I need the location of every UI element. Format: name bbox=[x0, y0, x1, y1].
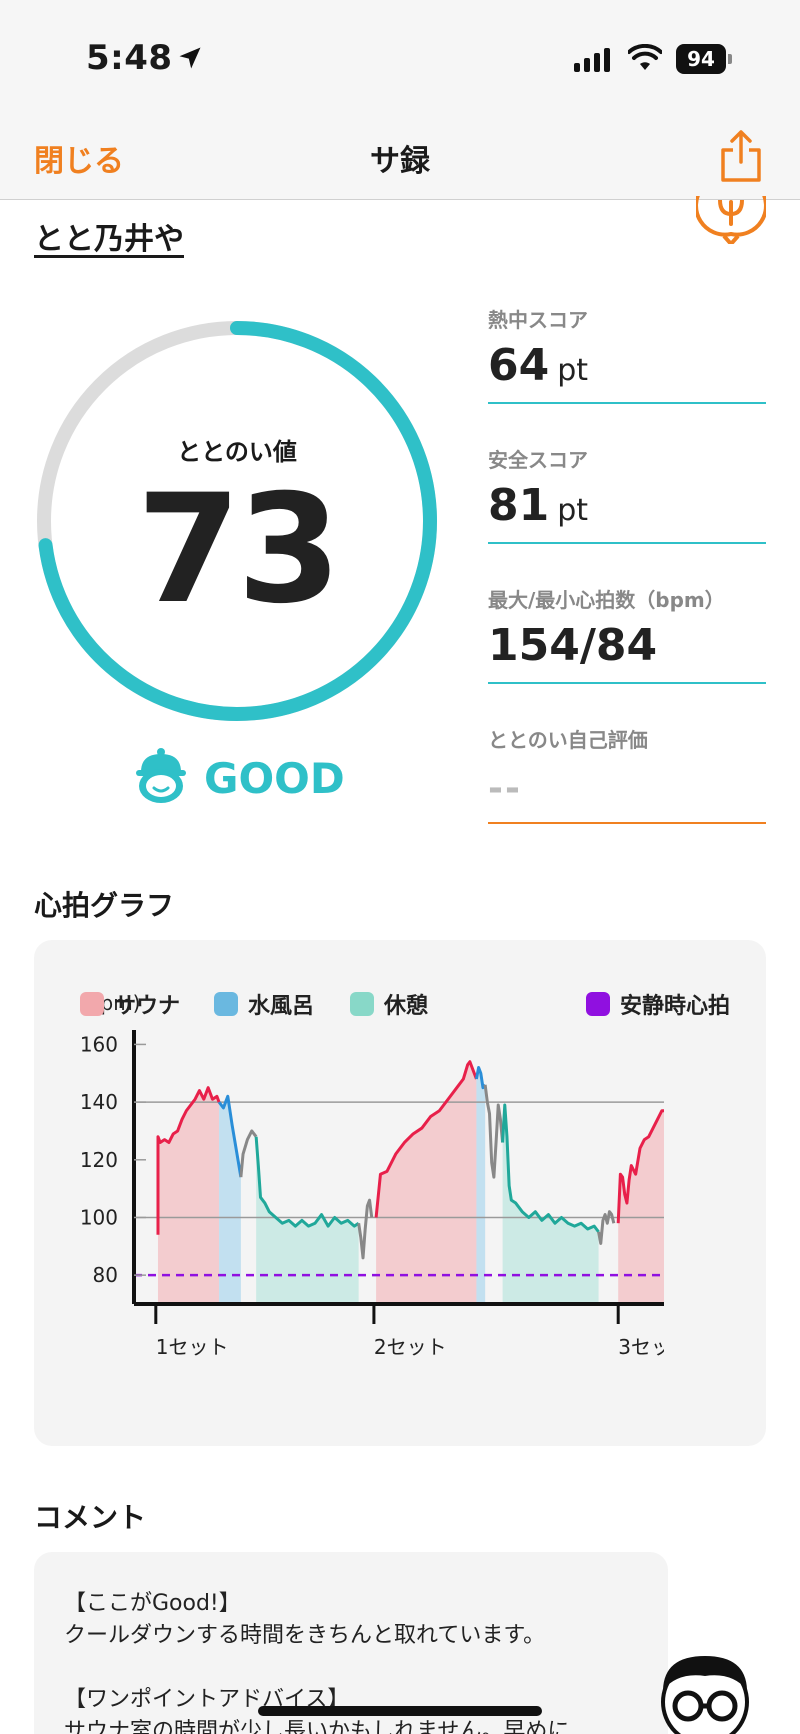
map-pin-icon[interactable] bbox=[696, 196, 766, 244]
self-evaluation[interactable]: ととのい自己評価 -- bbox=[488, 724, 766, 824]
water-area bbox=[219, 1096, 241, 1304]
rest-line bbox=[254, 1136, 360, 1228]
x-tick-label: 1セット bbox=[156, 1335, 229, 1359]
graph-section-title: 心拍グラフ bbox=[34, 889, 175, 922]
battery-level: 94 bbox=[676, 44, 726, 74]
transition-line bbox=[357, 1198, 374, 1260]
sauna-area bbox=[618, 1110, 664, 1304]
heat-score: 熱中スコア 64 pt bbox=[488, 304, 766, 404]
cellular-signal-icon bbox=[574, 44, 610, 72]
x-tick-label: 3セット bbox=[618, 1335, 691, 1359]
safety-score-label: 安全スコア bbox=[488, 448, 588, 472]
battery-icon: 94 bbox=[676, 44, 732, 74]
legend-water-swatch bbox=[214, 992, 238, 1016]
gauge-value: 73 bbox=[136, 463, 342, 637]
status-time: 5:48 bbox=[86, 38, 173, 78]
nav-bar: 閉じる サ録 bbox=[0, 110, 800, 200]
self-evaluation-label: ととのい自己評価 bbox=[488, 728, 648, 752]
heat-score-value: 64 pt bbox=[488, 340, 589, 391]
gauge-label: ととのい値 bbox=[177, 438, 297, 466]
y-tick-label: 120 bbox=[80, 1148, 118, 1172]
comment-line: クールダウンする時間をきちんと取れています。 bbox=[64, 1623, 546, 1648]
sauna-line bbox=[374, 1060, 478, 1218]
safety-score-value: 81 pt bbox=[488, 480, 589, 531]
rest-area bbox=[256, 1136, 359, 1304]
sauna-area bbox=[376, 1061, 477, 1304]
heat-score-label: 熱中スコア bbox=[488, 308, 588, 332]
legend-sauna-swatch bbox=[80, 992, 104, 1016]
safety-score: 安全スコア 81 pt bbox=[488, 444, 766, 544]
legend-sauna: サウナ bbox=[80, 988, 180, 1020]
heart-rate-range: 最大/最小心拍数（bpm） 154/84 bbox=[488, 584, 766, 684]
transition-line bbox=[597, 1210, 616, 1245]
y-tick-label: 140 bbox=[80, 1090, 118, 1114]
water-line bbox=[474, 1065, 487, 1090]
comment-line: サウナ室の時間が少し長いかもしれません。早めに bbox=[64, 1719, 570, 1734]
status-bar: 5:48 94 bbox=[0, 0, 800, 110]
heart-rate-label: 最大/最小心拍数（bpm） bbox=[488, 588, 725, 612]
rating-label: GOOD bbox=[204, 754, 345, 803]
advisor-avatar-icon bbox=[661, 1656, 749, 1734]
rest-line bbox=[501, 1103, 600, 1233]
legend-rest-swatch bbox=[350, 992, 374, 1016]
y-tick-label: 100 bbox=[80, 1205, 118, 1229]
share-icon[interactable] bbox=[718, 128, 764, 184]
close-button[interactable]: 閉じる bbox=[34, 144, 124, 179]
y-tick-label: 160 bbox=[80, 1032, 118, 1056]
water-line bbox=[217, 1094, 243, 1178]
mascot-face-icon bbox=[136, 748, 186, 803]
transition-line bbox=[239, 1129, 258, 1178]
facility-name-link[interactable]: とと乃井や bbox=[34, 222, 184, 257]
heart-rate-graph-card: (bpm) 80 100 120 140 160 1セット 2セット 3セット サウナ 水風呂 … bbox=[34, 940, 766, 1446]
legend-resting-hr: 安静時心拍 bbox=[586, 988, 730, 1020]
wifi-icon bbox=[628, 44, 662, 70]
rating-badge: GOOD bbox=[134, 744, 374, 806]
legend-resting-hr-swatch bbox=[586, 992, 610, 1016]
home-indicator bbox=[258, 1706, 542, 1716]
sauna-line bbox=[156, 1086, 221, 1235]
transition-line bbox=[483, 1084, 505, 1179]
y-tick-label: 80 bbox=[93, 1263, 118, 1287]
location-arrow-icon bbox=[179, 47, 201, 69]
comment-card: 【ここがGood!】 クールダウンする時間をきちんと取れています。 【ワンポイン… bbox=[34, 1552, 668, 1734]
sauna-line bbox=[616, 1109, 664, 1224]
comment-section-title: コメント bbox=[34, 1501, 147, 1534]
heart-rate-value: 154/84 bbox=[488, 620, 658, 671]
self-evaluation-value[interactable]: -- bbox=[488, 768, 522, 809]
x-tick-label: 2セット bbox=[374, 1335, 447, 1359]
gauge-progress-arc bbox=[38, 321, 437, 721]
water-area bbox=[476, 1067, 486, 1304]
sauna-area bbox=[157, 1087, 220, 1304]
rest-area bbox=[502, 1104, 599, 1304]
totonoi-gauge bbox=[37, 321, 437, 721]
comment-line: 【ここがGood!】 bbox=[64, 1591, 241, 1616]
legend-water: 水風呂 bbox=[214, 988, 314, 1020]
legend-rest: 休憩 bbox=[350, 988, 428, 1020]
